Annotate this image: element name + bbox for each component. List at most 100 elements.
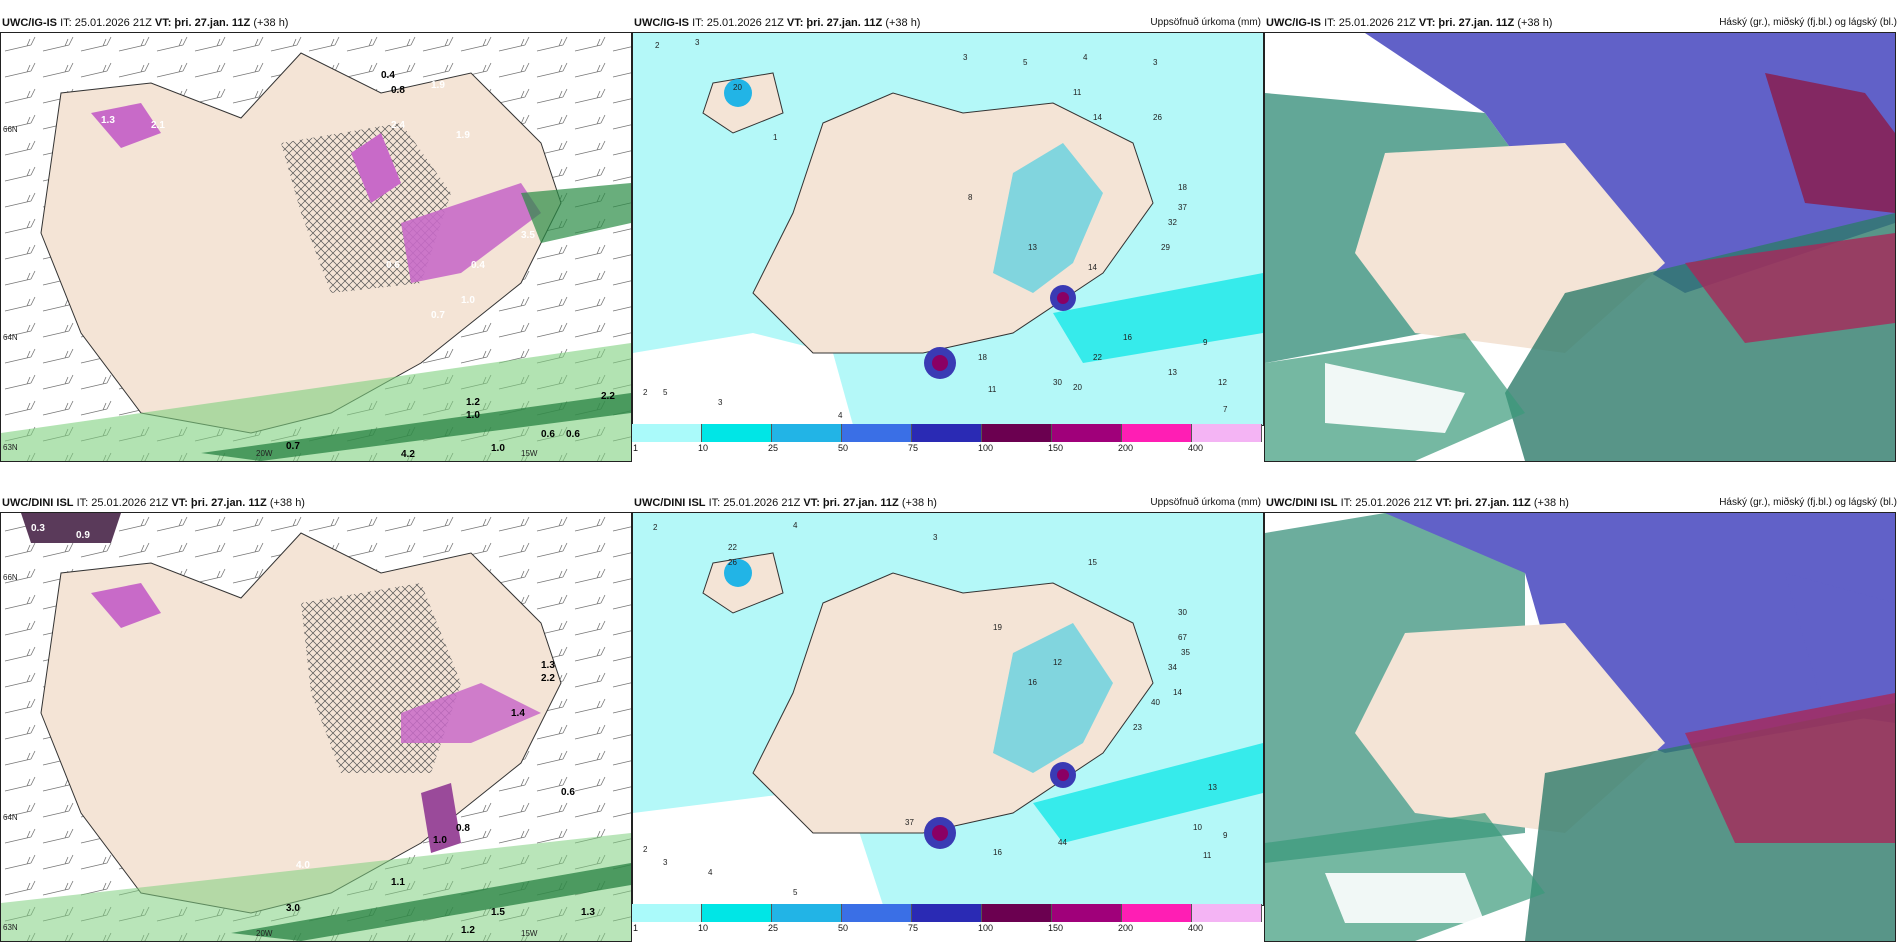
r2l-val-8: 1.1: [391, 877, 405, 888]
row1-right-field-label: Háský (gr.), miðský (fj.bl.) og lágský (…: [1719, 17, 1897, 28]
row1-right-title: UWC/IG-IS IT: 25.01.2026 21Z VT: þri. 27…: [1264, 14, 1900, 32]
colorbar-tick-label: 50: [838, 923, 849, 933]
r1m-v23: 9: [1203, 338, 1208, 347]
colorbar-tick-label: 1: [633, 443, 639, 453]
r2l-val-0: 0.3: [31, 523, 45, 534]
r2m-v18: 16: [993, 848, 1002, 857]
r2l-val-9: 3.0: [286, 903, 300, 914]
row2-mid-title: UWC/DINI ISL IT: 25.01.2026 21Z VT: þri.…: [632, 494, 1264, 512]
r1l-val-2: 1.9: [431, 80, 445, 91]
row2-mid-field-label: Uppsöfnuð úrkoma (mm): [1150, 497, 1261, 508]
r2l-lon-20w: 20W: [256, 929, 273, 938]
r1l-val-11: 0.7: [431, 310, 445, 321]
r1l-val-17: 4.2: [401, 449, 415, 460]
r2m-v0: 2: [653, 523, 658, 532]
r2m-v26: 4: [708, 868, 713, 877]
colorbar-tick-label: 50: [838, 443, 849, 453]
r1l-val-13: 1.0: [466, 410, 480, 421]
row2-left-title: UWC/DINI ISL IT: 25.01.2026 21Z VT: þri.…: [2, 497, 305, 509]
r1l-val-5: 2.4: [391, 120, 405, 131]
colorbar-segment: [702, 904, 772, 922]
row2-mid-panel: UWC/DINI ISL IT: 25.01.2026 21Z VT: þri.…: [632, 494, 1264, 944]
r1m-v16: 29: [1161, 243, 1170, 252]
r1m-v2: 20: [733, 83, 742, 92]
colorbar-tick-label: 400: [1188, 923, 1204, 933]
r1l-val-14: 0.6: [541, 429, 555, 440]
row1-right-map: [1264, 32, 1896, 462]
r1m-v4: 3: [963, 53, 968, 62]
r1m-v17: 22: [1093, 353, 1102, 362]
colorbar-tick-label: 200: [1118, 923, 1134, 933]
r1m-v19: 30: [1053, 378, 1062, 387]
r2m-v10: 67: [1178, 633, 1187, 642]
r2l-val-5: 0.6: [561, 787, 575, 798]
colorbar-segment: [632, 904, 702, 922]
r1m-v13: 26: [1153, 113, 1162, 122]
row2-left-map: 0.3 0.9 1.3 2.2 1.4 0.6 1.0 0.8 1.1 3.0 …: [0, 512, 632, 942]
r1m-v8: 11: [1073, 88, 1082, 97]
r2m-v24: 2: [643, 845, 648, 854]
r2m-v7: 16: [1028, 678, 1037, 687]
r1l-val-18: 1.0: [491, 443, 505, 454]
row2-colorbar: 1 10 25 50 75 100 150 200 400: [632, 904, 1262, 933]
r1m-v1: 3: [695, 38, 700, 47]
r2l-val-7: 0.8: [456, 823, 470, 834]
colorbar-tick-label: 150: [1048, 443, 1064, 453]
r1m-v26: 2: [643, 388, 648, 397]
colorbar-tick-label: 25: [768, 443, 779, 453]
r2m-v17: 44: [1058, 838, 1067, 847]
row2-right-panel: UWC/DINI ISL IT: 25.01.2026 21Z VT: þri.…: [1264, 494, 1900, 944]
r1m-v29: 11: [988, 385, 997, 394]
r1m-v24: 7: [1223, 405, 1228, 414]
colorbar-tick-label: 100: [978, 443, 994, 453]
r1l-val-16: 0.7: [286, 441, 300, 452]
r1m-v7: 3: [1153, 58, 1158, 67]
r2l-val-1: 0.9: [76, 530, 90, 541]
colorbar-segment: [1052, 424, 1122, 442]
colorbar-segment: [702, 424, 772, 442]
colorbar-tick-label: 75: [908, 923, 919, 933]
r1l-lon-20w: 20W: [256, 449, 273, 458]
r2m-v15: 14: [1173, 688, 1182, 697]
row2-right-map: [1264, 512, 1896, 942]
row2-mid-map: 2 4 3 22 26 15 19 16 12 30 67 35 34 40 2…: [632, 512, 1264, 906]
r2m-v25: 3: [663, 858, 668, 867]
colorbar-segment: [912, 424, 982, 442]
r2l-val-12: 1.3: [581, 907, 595, 918]
r1m-v9: 14: [1093, 113, 1102, 122]
r1m-v15: 32: [1168, 218, 1177, 227]
r2m-v14: 23: [1133, 723, 1142, 732]
row2-right-title: UWC/DINI ISL IT: 25.01.2026 21Z VT: þri.…: [1264, 494, 1900, 512]
r1l-lon-15w: 15W: [521, 449, 538, 458]
row1-mid-map: 2 3 20 1 3 5 4 3 11 14 18 8 13 26 37 32 …: [632, 32, 1264, 426]
r1m-v20: 20: [1073, 383, 1082, 392]
r1m-v21: 13: [1168, 368, 1177, 377]
r2l-val-3: 2.2: [541, 673, 555, 684]
r1l-val-6: 1.9: [456, 130, 470, 141]
r2m-v8: 12: [1053, 658, 1062, 667]
r1l-lat-64: 64N: [3, 333, 18, 342]
r2l-val-13: 4.0: [296, 860, 310, 871]
colorbar-segment: [772, 904, 842, 922]
r2m-v13: 40: [1151, 698, 1160, 707]
r1m-v25: 5: [663, 388, 668, 397]
r1m-v12: 13: [1028, 243, 1037, 252]
r2m-v2: 3: [933, 533, 938, 542]
row2-right-field-label: Háský (gr.), miðský (fj.bl.) og lágský (…: [1719, 497, 1897, 508]
colorbar-segment: [1192, 424, 1262, 442]
r2l-lat-63: 63N: [3, 923, 18, 932]
r2m-v12: 34: [1168, 663, 1177, 672]
r1m-v14: 37: [1178, 203, 1187, 212]
colorbar-tick-label: 10: [698, 443, 709, 453]
r1m-v6: 4: [1083, 53, 1088, 62]
colorbar-segment: [982, 904, 1052, 922]
r1l-val-8: 0.4: [471, 260, 485, 271]
colorbar-segment: [772, 424, 842, 442]
r1m-v31: 14: [1088, 263, 1097, 272]
r2m-v11: 35: [1181, 648, 1190, 657]
colorbar-segment: [912, 904, 982, 922]
r2m-v22: 9: [1223, 831, 1228, 840]
r1l-val-4: 2.1: [151, 120, 165, 131]
colorbar-tick-label: 200: [1118, 443, 1134, 453]
r2l-val-11: 1.2: [461, 925, 475, 936]
